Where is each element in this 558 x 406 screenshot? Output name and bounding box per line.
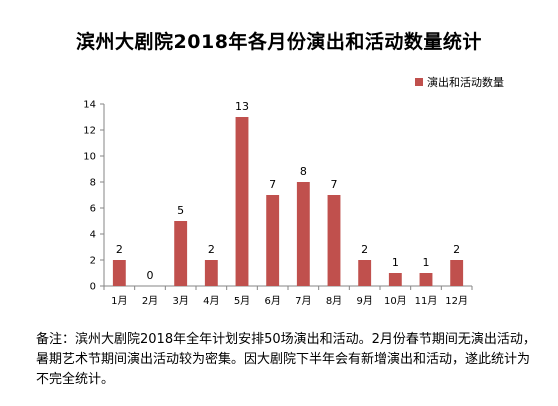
x-tick-label: 7月 <box>295 295 311 307</box>
bar <box>419 273 433 286</box>
y-tick-label: 12 <box>83 126 96 137</box>
x-tick-label: 3月 <box>172 295 188 307</box>
bar <box>235 117 249 286</box>
x-tick-label: 2月 <box>142 295 158 307</box>
bar <box>204 260 218 286</box>
y-tick-label: 8 <box>90 178 96 189</box>
x-tick-label: 10月 <box>384 295 407 307</box>
data-label: 2 <box>208 243 215 256</box>
y-tick-label: 14 <box>83 100 96 111</box>
data-label: 2 <box>361 243 368 256</box>
data-label: 7 <box>331 178 338 191</box>
data-label: 1 <box>423 256 430 269</box>
data-label: 8 <box>300 165 307 178</box>
x-tick-label: 9月 <box>356 295 372 307</box>
x-tick-label: 6月 <box>264 295 280 307</box>
bar-chart: 0246810121421月02月53月24月135月76月87月78月29月1… <box>83 100 473 307</box>
bar <box>174 221 188 286</box>
y-tick-label: 0 <box>90 282 96 293</box>
bar <box>266 195 280 286</box>
y-tick-label: 4 <box>90 230 96 241</box>
legend-label: 演出和活动数量 <box>427 76 504 89</box>
data-label: 1 <box>392 256 399 269</box>
x-tick-label: 8月 <box>326 295 342 307</box>
y-tick-label: 2 <box>90 256 96 267</box>
bar <box>358 260 372 286</box>
chart-title: 滨州大剧院2018年各月份演出和活动数量统计 <box>76 31 482 53</box>
x-tick-label: 11月 <box>415 295 438 307</box>
bar <box>112 260 126 286</box>
data-label: 13 <box>235 100 249 113</box>
data-label: 2 <box>453 243 460 256</box>
bar <box>327 195 341 286</box>
data-label: 2 <box>116 243 123 256</box>
legend: 演出和活动数量 <box>415 74 504 90</box>
x-tick-label: 1月 <box>111 295 127 307</box>
bar <box>388 273 402 286</box>
bar <box>450 260 464 286</box>
y-tick-label: 6 <box>90 204 96 215</box>
x-tick-label: 5月 <box>234 295 250 307</box>
data-label: 0 <box>147 269 154 282</box>
y-tick-label: 10 <box>83 152 96 163</box>
data-label: 7 <box>269 178 276 191</box>
data-label: 5 <box>177 204 184 217</box>
chart-note: 备注：滨州大剧院2018年全年计划安排50场演出和活动。2月份春节期间无演出活动… <box>36 332 536 387</box>
x-tick-label: 12月 <box>445 295 468 307</box>
bar <box>296 182 310 286</box>
x-tick-label: 4月 <box>203 295 219 307</box>
legend-swatch <box>415 78 423 86</box>
